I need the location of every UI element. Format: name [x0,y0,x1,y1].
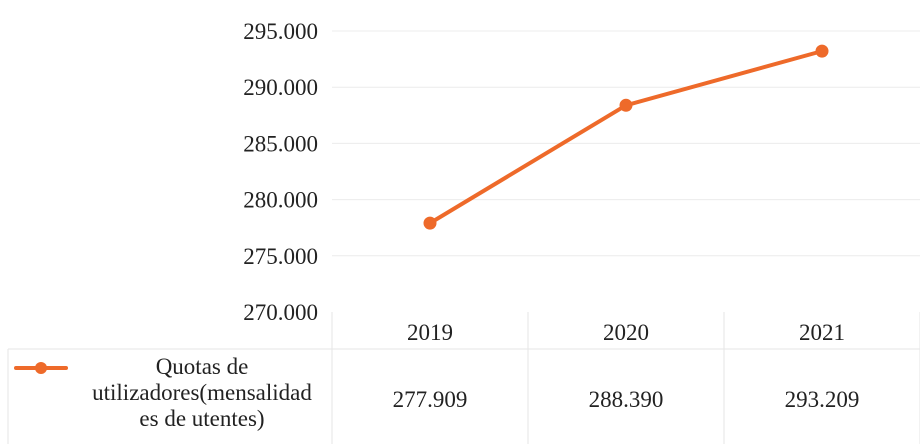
table-value-cell: 277.909 [393,387,468,412]
x-category-label: 2021 [799,320,845,345]
table-value-cell: 293.209 [785,387,860,412]
y-tick-label: 295.000 [243,19,318,44]
y-tick-label: 280.000 [243,188,318,213]
legend-line: utilizadores(mensalidad [92,380,312,405]
y-axis-ticks: 295.000 290.000 285.000 280.000 275.000 270.0… [243,19,318,325]
series-group [423,44,829,230]
data-point-marker [815,44,829,58]
data-point-marker [619,98,633,112]
x-axis-categories: 2019 2020 2021 [407,320,845,345]
x-category-label: 2019 [407,320,453,345]
series-line [428,49,824,226]
table-value-cell: 288.390 [589,387,664,412]
legend-series-label: Quotas de utilizadores(mensalidad es de … [60,354,344,432]
y-tick-label: 285.000 [243,131,318,156]
gridlines [332,30,920,257]
legend-key-icon [14,362,68,374]
data-point-marker [423,216,437,230]
legend-line: Quotas de [155,354,249,379]
data-table-values: 277.909 288.390 293.209 [393,387,860,412]
legend-key-marker [35,362,47,374]
y-tick-label: 270.000 [243,300,318,325]
y-tick-label: 290.000 [243,75,318,100]
x-category-label: 2020 [603,320,649,345]
legend-line: es de utentes) [139,406,265,431]
data-table-borders [7,312,920,444]
y-tick-label: 275.000 [243,244,318,269]
